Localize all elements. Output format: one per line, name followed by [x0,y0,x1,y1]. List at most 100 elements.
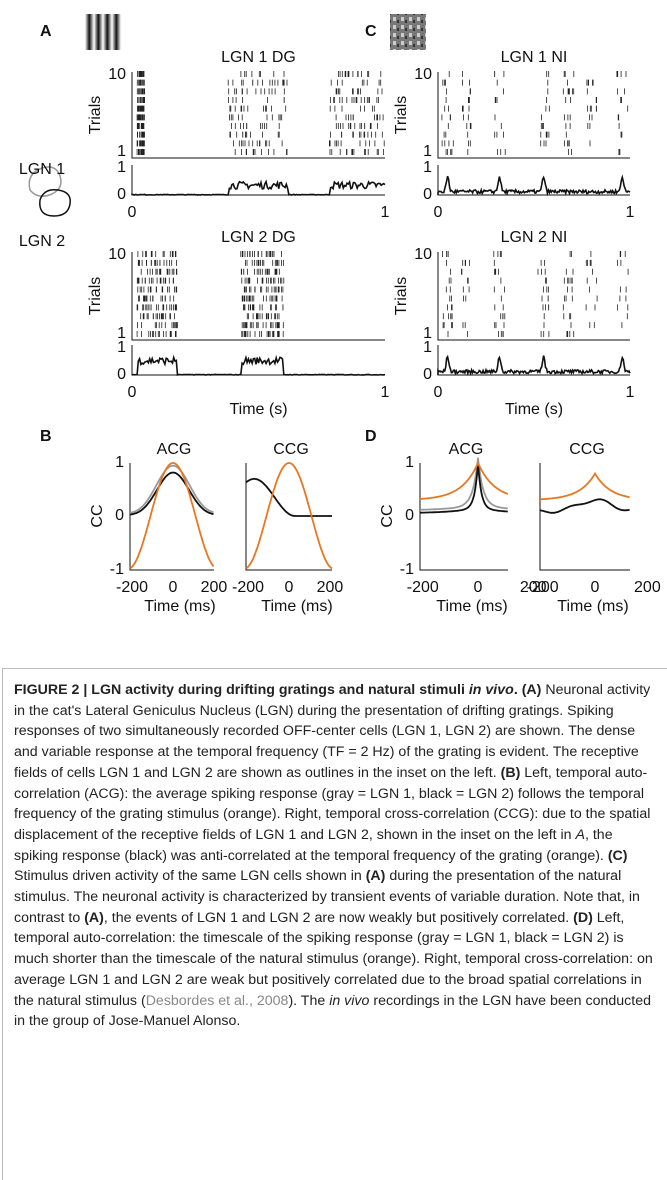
axis-label: Time (ms) [261,598,332,615]
tick-label: 1 [117,159,126,176]
axis-label: CC [379,504,396,527]
tick-label: 0 [128,204,137,221]
panel-label: B [40,428,52,445]
tick-label: 0 [474,579,483,596]
citation-link[interactable]: Desbordes et al., 2008 [145,992,289,1009]
tick-label: 0 [117,366,126,383]
tick-label: -1 [110,561,124,578]
panel-label: C [365,23,377,40]
axis-label: CC [89,504,106,527]
caption-text: . [513,682,522,698]
tick-label: 0 [169,579,178,596]
tick-label: 0 [591,579,600,596]
tick-label: 200 [201,579,228,596]
spike-raster [136,251,285,337]
axis [539,463,630,571]
panel-title: ACG [157,441,192,458]
tick-label: 200 [520,579,547,596]
axis [131,252,385,341]
caption-text: in vivo [468,682,514,698]
panel-title: LGN 1 NI [501,49,568,66]
spike-raster [136,71,385,155]
tick-label: 0 [115,507,124,524]
caption-text: Left, temporal auto-correlation: the tim… [14,909,653,1009]
spike-raster [441,71,629,155]
axis-label: Time (ms) [436,598,507,615]
tick-label: 1 [626,204,635,221]
rf-outline-1 [28,166,62,197]
caption-text: (A) [84,909,104,926]
tick-label: 10 [414,66,432,83]
panel-label: A [40,23,52,40]
caption-text: in vivo [329,992,370,1009]
psth-trace [437,174,631,197]
caption-text: FIGURE 2 | LGN activity during drifting … [14,682,469,698]
axis-label: Trials [87,277,104,316]
caption-text: , the events of LGN 1 and LGN 2 are now … [103,909,574,926]
panel-title: LGN 2 DG [221,229,296,246]
tick-label: 1 [405,454,414,471]
correlation-curve [245,478,332,517]
inset-label: LGN 2 [19,233,65,250]
axis [419,463,508,571]
tick-label: -1 [400,561,414,578]
tick-label: 200 [317,579,344,596]
caption-text: recordings in the LGN have been conducte… [14,992,651,1030]
correlation-curve [540,471,630,501]
natural-image-icon [390,14,426,50]
correlation-curve [129,464,214,514]
tick-label: -200 [407,579,439,596]
axis [131,72,385,159]
tick-label: 1 [117,143,126,160]
tick-label: 1 [423,339,432,356]
axis-label: Trials [393,96,410,135]
tick-label: 1 [626,384,635,401]
psth-trace [131,354,386,376]
psth-trace [131,179,386,196]
grating-icon [85,14,121,50]
rf-outline-2 [39,188,71,217]
tick-label: 0 [117,186,126,203]
tick-label: -200 [232,579,264,596]
caption-text: (C) [607,847,628,864]
axis-label: Trials [87,96,104,135]
axis-label: Time (s) [505,401,563,418]
tick-label: 10 [108,66,126,83]
correlation-curve [129,471,214,516]
caption-text: during the presentation of the natural s… [14,868,640,926]
axis-label: Time (s) [229,401,287,418]
caption-text: (D) [573,909,593,926]
tick-label: 10 [414,246,432,263]
caption-frame [2,668,667,669]
caption-text: , the spiking response (black) was anti-… [14,826,613,864]
tick-label: 1 [117,325,126,342]
tick-label: 10 [108,246,126,263]
tick-label: -200 [116,579,148,596]
inset-label: LGN 1 [19,161,65,178]
tick-label: 0 [434,204,443,221]
correlation-curve [129,462,215,570]
tick-label: 1 [381,384,390,401]
panel-title: LGN 2 NI [501,229,568,246]
psth-trace [437,354,631,377]
caption-text: (B) [500,764,521,781]
spike-raster [442,251,629,337]
tick-label: 0 [285,579,294,596]
tick-label: 1 [115,454,124,471]
caption-text: ). The [288,992,330,1009]
correlation-curve [245,462,333,570]
correlation-curve [420,462,508,514]
caption: FIGURE 2 | LGN activity during drifting … [14,680,654,1032]
axis [245,463,332,571]
panel-title: CCG [569,441,605,458]
panel-title: ACG [449,441,484,458]
panel-label: D [365,428,377,445]
correlation-curve [419,460,509,500]
caption-text: Left, temporal auto-correlation (ACG): t… [14,764,651,843]
axis [437,252,630,341]
tick-label: 1 [423,143,432,160]
caption-text: (A) [365,868,386,885]
